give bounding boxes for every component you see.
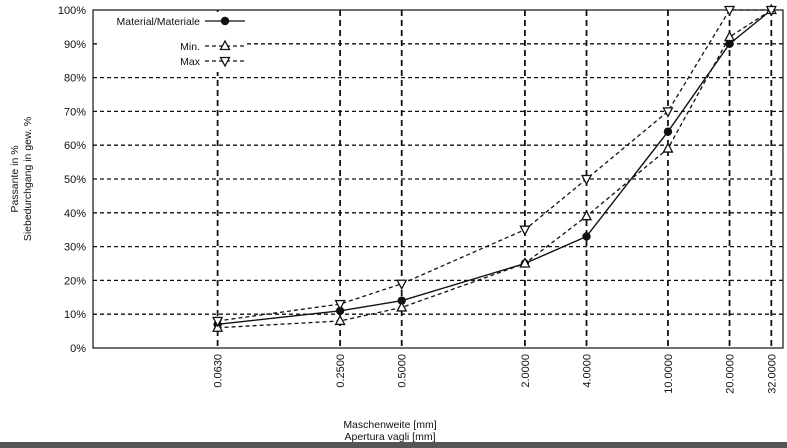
series-1-point [397, 296, 406, 305]
y-axis-title-line-1: Passante in % [9, 145, 21, 212]
legend-label-3: Max [180, 56, 201, 68]
y-axis-title-line-2: Siebedurchgang in gew. % [22, 117, 34, 241]
y-tick-label: 90% [64, 39, 86, 51]
series-line-2 [217, 9, 772, 329]
y-tick-label: 30% [64, 242, 86, 254]
legend-label-1: Material/Materiale [117, 16, 201, 28]
grid [93, 10, 783, 348]
series-3-point [662, 107, 674, 118]
series [212, 3, 777, 332]
plot-frame [92, 9, 784, 349]
legend: Material/Materiale Min. Max [99, 12, 247, 72]
series-3-point [519, 225, 531, 237]
y-tick-label: 50% [64, 174, 86, 186]
series-line-1 [217, 9, 772, 326]
legend-label-2: Min. [180, 41, 200, 53]
y-tick-label: 70% [64, 106, 86, 118]
series-1-point [725, 39, 734, 48]
x-tick-label: 20.0000 [725, 354, 737, 394]
y-tick-label: 100% [58, 5, 86, 17]
y-tick-label: 60% [64, 140, 86, 152]
y-tick-label: 80% [64, 73, 86, 85]
legend-marker-2 [219, 39, 231, 51]
y-tick-label: 0% [70, 343, 86, 355]
bottom-edge-bar [0, 442, 787, 448]
y-tick-label: 40% [64, 208, 86, 220]
x-tick-label: 0.2500 [335, 354, 347, 388]
legend-marker-3 [219, 56, 231, 68]
series-2-point [723, 30, 736, 42]
series-3-point [765, 5, 777, 17]
series-2-point [519, 257, 531, 268]
legend-marker-1 [220, 16, 230, 26]
series-1-point [335, 306, 345, 316]
series-line-3 [217, 9, 772, 322]
series-2-point [580, 209, 593, 221]
x-tick-label: 4.0000 [582, 354, 594, 388]
series-1-point [582, 232, 591, 241]
series-3-point [396, 279, 408, 291]
y-tick-label: 20% [64, 275, 86, 287]
series-3-point [212, 316, 224, 328]
series-3-point [723, 5, 736, 17]
series-1-point [663, 127, 673, 136]
x-tick-label: 10.0000 [663, 354, 675, 394]
series-2-point [334, 314, 346, 326]
series-2-point [396, 301, 408, 312]
x-tick-label: 32.0000 [766, 354, 778, 394]
x-tick-label: 0.0630 [213, 354, 225, 388]
x-axis-title-line-1: Maschenweite [mm] [343, 419, 436, 431]
y-tick-labels: 0% 10% 20% 30% 40% 50% 60% 70% 80% 90% 100% [58, 5, 86, 355]
x-tick-labels: 0.0630 0.2500 0.5000 2.0000 4.0000 10.0000 20.… [213, 354, 779, 394]
y-tick-label: 10% [64, 309, 86, 321]
series-2-point [662, 142, 674, 153]
series-3-point [580, 174, 593, 186]
x-axis-title-line-2: Apertura vagli [mm] [344, 431, 435, 443]
x-tick-label: 2.0000 [520, 354, 532, 388]
x-tick-label: 0.5000 [397, 354, 409, 388]
series-3-point [334, 299, 346, 311]
